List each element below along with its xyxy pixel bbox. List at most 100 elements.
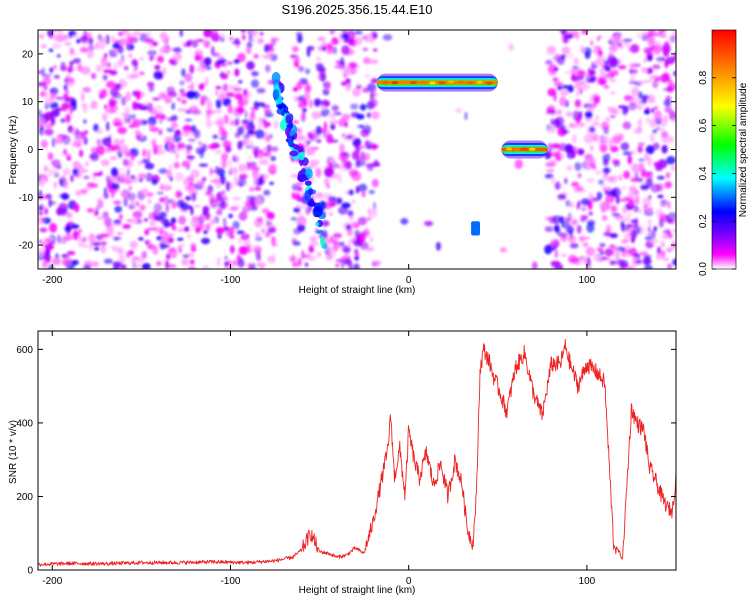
- spectrogram-noise-blob: [568, 214, 574, 220]
- spectrogram-noise-blob: [65, 224, 72, 234]
- spectrogram-noise-blob: [331, 105, 340, 112]
- spectrogram-noise-blob: [246, 46, 252, 55]
- spectrogram-noise-blob: [545, 59, 553, 65]
- spectrogram-noise-blob: [326, 49, 335, 54]
- spectrogram-band-high-hotspot: [485, 81, 493, 85]
- spectrogram-noise-blob: [103, 52, 108, 59]
- spectrogram-noise-blob: [142, 148, 147, 157]
- spectrogram-noise-blob: [372, 32, 378, 40]
- spectrogram-noise-blob: [372, 201, 377, 211]
- spectrogram-noise-blob: [293, 95, 299, 103]
- spectrogram-noise-blob: [225, 181, 231, 192]
- spectrogram-noise-blob: [137, 218, 142, 224]
- spectrogram-noise-blob: [615, 195, 620, 205]
- spectrogram-diagonal-streak-blob: [297, 174, 308, 183]
- spectrogram-noise-blob: [41, 44, 47, 49]
- spectrogram-noise-blob: [655, 208, 664, 218]
- spectrogram-noise-blob: [339, 143, 345, 153]
- spectrogram-noise-blob: [89, 154, 98, 159]
- spectrogram-noise-blob: [576, 185, 584, 191]
- spectrogram-noise-blob: [239, 182, 243, 188]
- spectrogram-noise-blob: [627, 265, 635, 269]
- spectrogram-noise-blob: [162, 67, 166, 76]
- spectrogram-noise-blob: [176, 200, 185, 208]
- spectrogram-noise-blob: [165, 259, 169, 269]
- spectrogram-noise-blob: [329, 236, 334, 243]
- spectrogram-noise-blob: [621, 186, 627, 190]
- spectrogram-noise-blob: [552, 77, 559, 82]
- spectrogram-noise-blob: [182, 130, 191, 137]
- spectrogram-noise-blob: [669, 35, 676, 43]
- spectrogram-noise-blob: [44, 96, 54, 106]
- spectrogram-noise-blob: [38, 81, 47, 87]
- spectrogram-noise-blob: [623, 170, 630, 179]
- spectrogram-noise-blob: [326, 133, 334, 144]
- spectrogram-noise-blob: [364, 141, 374, 147]
- spectrogram-noise-blob: [250, 79, 260, 88]
- spectrogram-y-tick-label: 10: [22, 97, 34, 108]
- spectrogram-noise-blob: [121, 57, 125, 66]
- spectrogram-noise-blob: [262, 228, 266, 235]
- spectrogram-noise-blob: [110, 49, 116, 57]
- spectrogram-noise-blob: [146, 81, 155, 88]
- spectrogram-noise-blob: [188, 182, 195, 187]
- spectrogram-noise-blob: [243, 97, 249, 106]
- spectrogram-noise-blob: [568, 202, 575, 208]
- spectrogram-noise-blob: [667, 263, 672, 269]
- spectrogram-noise-blob: [620, 142, 630, 151]
- spectrogram-noise-blob: [297, 198, 302, 202]
- spectrogram-noise-blob: [85, 161, 89, 167]
- spectrogram-noise-blob: [653, 226, 657, 232]
- spectrogram-noise-blob: [186, 90, 196, 100]
- spectrogram-noise-blob: [226, 61, 233, 66]
- spectrogram-noise-blob: [641, 67, 648, 74]
- spectrogram-noise-blob: [366, 164, 374, 172]
- spectrogram-noise-blob: [189, 39, 194, 46]
- spectrogram-noise-blob: [244, 139, 254, 148]
- spectrogram-noise-blob: [650, 133, 655, 143]
- spectrogram-noise-blob: [544, 216, 553, 221]
- spectrogram-noise-blob: [558, 110, 562, 114]
- spectrogram-noise-blob: [256, 262, 267, 268]
- spectrogram-noise-blob: [203, 40, 211, 48]
- spectrogram-noise-blob: [296, 205, 306, 209]
- spectrogram-y-ticks: -20 -10 0 10 20: [19, 49, 676, 252]
- spectrogram-noise-blob: [86, 208, 95, 213]
- spectrogram-noise-blob: [116, 231, 123, 236]
- spectrogram-noise-blob: [550, 118, 555, 126]
- spectrogram-noise-blob: [332, 238, 338, 246]
- spectrogram-noise-blob: [158, 129, 163, 136]
- spectrogram-noise-blob: [170, 217, 177, 224]
- spectrogram-noise-blob: [569, 243, 579, 249]
- colorbar-gradient: [712, 30, 736, 269]
- spectrogram-noise-blob: [304, 84, 312, 93]
- spectrogram-noise-blob: [599, 68, 605, 77]
- spectrogram-noise-blob: [253, 54, 259, 59]
- spectrogram-noise-blob: [132, 210, 143, 219]
- spectrogram-noise-blob: [309, 235, 318, 243]
- spectrogram-noise-blob: [173, 161, 180, 169]
- spectrogram-noise-blob: [322, 88, 330, 96]
- spectrogram-diagonal-streak-blob: [292, 144, 299, 150]
- spectrogram-noise-blob: [132, 101, 137, 111]
- spectrogram-noise-blob: [588, 211, 593, 216]
- spectrogram-noise-blob: [306, 45, 315, 51]
- spectrogram-noise-blob: [79, 46, 90, 53]
- spectrogram-noise-blob: [217, 233, 222, 239]
- spectrogram-noise-blob: [290, 217, 299, 221]
- spectrogram-noise-blob: [111, 35, 115, 43]
- spectrogram-noise-blob: [60, 193, 70, 200]
- spectrogram-noise-blob: [603, 126, 610, 135]
- spectrogram-noise-blob: [647, 97, 656, 104]
- spectrogram-noise-blob: [106, 80, 116, 89]
- spectrogram-noise-blob: [254, 236, 263, 241]
- spectrogram-noise-blob: [100, 243, 106, 254]
- spectrogram-noise-blob: [610, 91, 616, 95]
- spectrogram-diagonal-streak-blob: [304, 180, 312, 186]
- spectrogram-noise-blob: [577, 172, 582, 179]
- spectrogram-noise-blob: [645, 67, 654, 75]
- spectrogram-noise-blob: [574, 162, 582, 171]
- spectrogram-noise-blob: [191, 192, 197, 202]
- spectrogram-noise-blob: [54, 162, 63, 167]
- spectrogram-noise-blob: [238, 80, 243, 84]
